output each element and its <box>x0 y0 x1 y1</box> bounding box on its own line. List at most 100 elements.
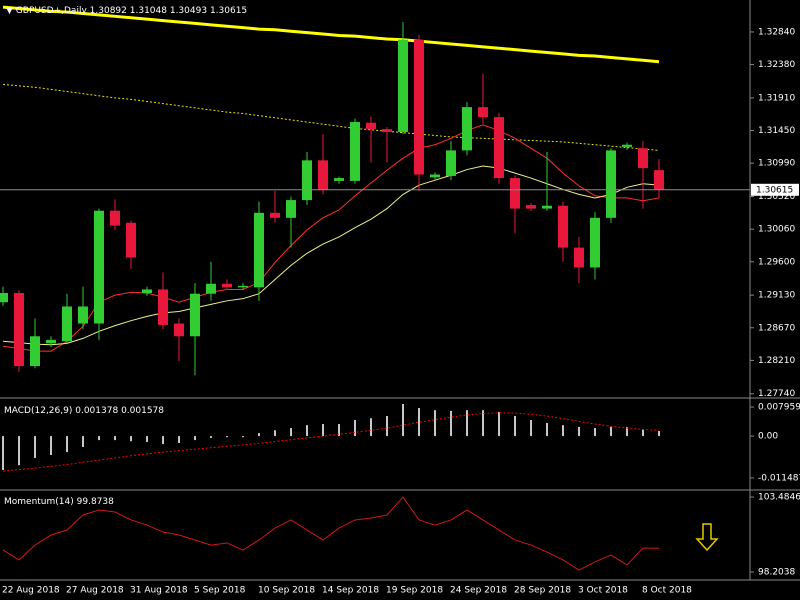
macd-bar <box>162 436 164 445</box>
macd-bar <box>610 426 612 437</box>
date-label: 19 Sep 2018 <box>386 586 443 596</box>
candle-body <box>270 212 280 218</box>
macd-bar <box>418 408 420 437</box>
candle-body <box>286 200 296 218</box>
macd-bar <box>562 425 564 437</box>
date-label: 31 Aug 2018 <box>130 586 188 596</box>
macd-bar <box>642 429 644 437</box>
panel-title: GBPUSD+,Daily <box>16 6 88 16</box>
candle-body <box>398 39 408 132</box>
candle-body <box>462 107 472 151</box>
macd-bar <box>290 428 292 437</box>
candle-body <box>158 289 168 325</box>
date-label: 28 Sep 2018 <box>514 586 571 596</box>
candle-body <box>382 129 392 132</box>
candle-body <box>478 107 488 118</box>
panel-header: MACD(12,26,9) 0.001378 0.001578 <box>4 406 164 416</box>
candle-body <box>126 222 136 258</box>
macd-bar <box>306 425 308 437</box>
candle-body <box>590 217 600 268</box>
panel-title: Momentum(14) <box>4 497 74 507</box>
macd-bar <box>498 412 500 437</box>
moving-average <box>2 124 660 352</box>
macd-bar <box>578 426 580 437</box>
candle-body <box>206 283 216 294</box>
price-tick-label: 1.29600 <box>758 257 795 267</box>
price-tick-label: 1.28210 <box>758 356 795 366</box>
macd-bar <box>258 433 260 437</box>
macd-bar <box>546 422 548 437</box>
macd-bar <box>178 436 180 443</box>
macd-bar <box>338 424 340 437</box>
candle-body <box>30 336 40 367</box>
price-tick-label: 1.31450 <box>758 126 795 136</box>
candle-body <box>414 39 424 175</box>
candle-body <box>526 205 536 209</box>
macd-bar <box>658 431 660 437</box>
candle-body <box>606 150 616 218</box>
candle-body <box>110 210 120 226</box>
candle-body <box>350 122 360 181</box>
price-tick-label: 1.29130 <box>758 291 795 301</box>
date-label: 3 Oct 2018 <box>578 586 628 596</box>
candle-body <box>318 160 328 191</box>
date-label: 27 Aug 2018 <box>66 586 124 596</box>
macd-bar <box>434 410 436 437</box>
panel-header: Momentum(14) 99.8738 <box>4 497 114 507</box>
header-value: 0.001378 <box>75 406 118 416</box>
date-label: 8 Oct 2018 <box>642 586 692 596</box>
macd-bar <box>34 436 36 458</box>
price-tick-label: 103.4846 <box>758 493 800 503</box>
candle-body <box>574 247 584 268</box>
moving-average <box>2 165 660 346</box>
price-tick-label: 1.31910 <box>758 93 795 103</box>
price-tick-label: 1.27740 <box>758 389 795 399</box>
down-arrow-icon <box>695 523 719 552</box>
momentum-line <box>2 496 660 571</box>
header-value: 1.30892 <box>90 6 127 16</box>
macd-bar <box>66 436 68 453</box>
candle-body <box>94 210 104 324</box>
macd-bar <box>626 426 628 437</box>
price-tick-label: 1.30060 <box>758 225 795 235</box>
header-value: 1.30615 <box>210 6 247 16</box>
macd-bar <box>274 430 276 437</box>
macd-bar <box>402 404 404 437</box>
macd-bar <box>2 436 4 470</box>
price-tick-label: 1.32380 <box>758 60 795 70</box>
date-label: 10 Sep 2018 <box>258 586 315 596</box>
date-label: 14 Sep 2018 <box>322 586 379 596</box>
macd-bar <box>194 436 196 441</box>
price-tick-label: 98.2038 <box>758 567 795 577</box>
candle-body <box>14 293 24 367</box>
candle-body <box>190 293 200 337</box>
candle-body <box>78 306 88 324</box>
candle-body <box>302 160 312 201</box>
macd-bar <box>18 436 20 466</box>
header-value: 99.8738 <box>77 497 114 507</box>
date-label: 5 Sep 2018 <box>194 586 246 596</box>
candle-body <box>542 205 552 209</box>
macd-bar <box>146 436 148 442</box>
panel-title: MACD(12,26,9) <box>4 406 72 416</box>
price-tick-label: 0.00 <box>758 432 778 442</box>
candle-body <box>46 339 56 344</box>
price-tick-label: 1.30520 <box>758 192 795 202</box>
current-price-box <box>751 183 799 196</box>
candle-body <box>0 293 8 303</box>
macd-bar <box>226 436 228 438</box>
macd-bar <box>386 416 388 437</box>
candle-body <box>238 285 248 288</box>
macd-bar <box>354 420 356 437</box>
candle-body <box>430 174 440 178</box>
macd-bar <box>98 436 100 441</box>
macd-bar <box>50 436 52 456</box>
candle-body <box>142 289 152 294</box>
price-tick-label: 1.32840 <box>758 27 795 37</box>
macd-bar <box>482 410 484 437</box>
price-tick-label: 1.28670 <box>758 323 795 333</box>
macd-bar <box>82 436 84 448</box>
moving-average <box>2 83 660 151</box>
candle-body <box>654 170 664 190</box>
